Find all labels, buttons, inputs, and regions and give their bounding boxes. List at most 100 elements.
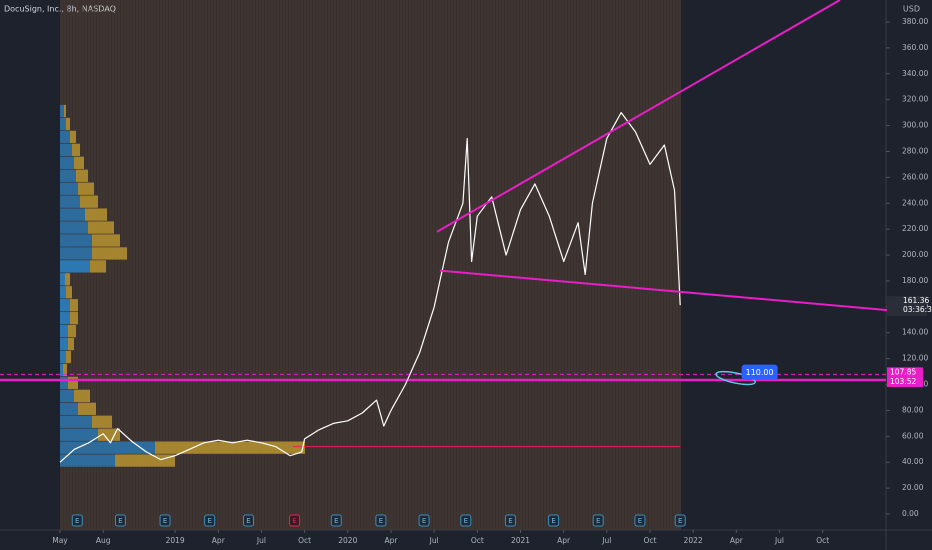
earnings-label: E <box>163 517 167 525</box>
earnings-marker <box>114 514 126 527</box>
level-label: 103.52 <box>890 377 916 386</box>
price-line <box>59 112 681 463</box>
trend-line <box>436 0 841 233</box>
trend-line <box>439 269 895 312</box>
x-tick-label: 2019 <box>166 536 185 545</box>
level-label: 107.85 <box>890 367 916 376</box>
y-tick-label: 260.00 <box>902 172 928 181</box>
volume-sell <box>70 299 78 312</box>
volume-buy <box>60 312 70 325</box>
volume-buy <box>60 350 66 364</box>
volume-buy <box>60 402 78 415</box>
y-tick-label: 140.00 <box>902 328 928 337</box>
volume-sell <box>64 104 66 118</box>
volume-sell <box>68 337 74 351</box>
volume-sell <box>72 143 80 157</box>
volume-sell <box>70 312 78 325</box>
earnings-marker <box>204 514 216 527</box>
volume-sell <box>115 454 175 467</box>
level-badge <box>887 376 923 387</box>
volume-buy <box>60 260 90 273</box>
y-tick-label: 120.00 <box>902 354 928 363</box>
y-tick-label: 200.00 <box>902 250 928 259</box>
x-tick-label: 2020 <box>338 536 357 545</box>
x-tick-label: Jul <box>256 536 266 545</box>
earnings-label: E <box>292 517 296 525</box>
volume-buy <box>60 130 70 144</box>
volume-buy <box>60 299 70 312</box>
earnings-label: E <box>75 517 79 525</box>
last-price-badge <box>887 296 927 317</box>
volume-buy <box>60 286 66 299</box>
callout-ellipse <box>715 370 756 386</box>
volume-buy <box>60 247 92 260</box>
y-tick-label: 40.00 <box>902 457 924 466</box>
earnings-label: E <box>508 517 512 525</box>
volume-sell <box>88 221 114 234</box>
earnings-label: E <box>551 517 555 525</box>
y-tick-label: 220.00 <box>902 224 928 233</box>
volume-buy <box>60 428 98 441</box>
volume-sell <box>98 428 120 441</box>
volume-sell <box>66 350 71 364</box>
x-tick-label: Aug <box>96 536 111 545</box>
volume-sell <box>68 324 76 338</box>
callout-label: 110.00 <box>746 368 774 377</box>
earnings-label: E <box>464 517 468 525</box>
volume-sell <box>66 286 72 299</box>
y-tick-label: 240.00 <box>902 198 928 207</box>
y-tick-label: 380.00 <box>902 17 928 26</box>
y-tick-label: 80.00 <box>902 405 924 414</box>
x-tick-label: Oct <box>471 536 484 545</box>
volume-sell <box>63 363 67 377</box>
volume-buy <box>60 117 66 131</box>
x-tick-label: Apr <box>557 536 571 545</box>
earnings-marker <box>674 514 686 527</box>
chart-title: DocuSign, Inc., 8h, NASDAQ <box>4 5 116 14</box>
volume-sell <box>78 402 96 415</box>
volume-sell <box>76 169 88 182</box>
volume-buy <box>60 182 78 195</box>
x-tick-label: Jul <box>774 536 784 545</box>
y-tick-label: 60.00 <box>902 431 924 440</box>
volume-buy <box>60 104 64 118</box>
currency: USD <box>903 5 920 14</box>
volume-buy <box>60 234 92 247</box>
earnings-label: E <box>422 517 426 525</box>
volume-buy <box>60 169 76 182</box>
volume-sell <box>74 156 84 169</box>
x-tick-label: Oct <box>816 536 829 545</box>
volume-buy <box>60 337 68 351</box>
volume-buy <box>60 376 68 390</box>
volume-buy <box>60 324 68 338</box>
earnings-marker <box>330 514 342 527</box>
x-tick-label: Jul <box>601 536 611 545</box>
earnings-label: E <box>379 517 383 525</box>
volume-sell <box>68 376 78 390</box>
earnings-marker <box>375 514 387 527</box>
earnings-marker <box>71 514 83 527</box>
volume-sell <box>85 208 107 221</box>
volume-sell <box>70 130 76 144</box>
earnings-label: E <box>246 517 250 525</box>
volume-sell <box>92 234 120 247</box>
volume-buy <box>60 415 92 428</box>
volume-buy <box>60 221 88 234</box>
earnings-marker <box>159 514 171 527</box>
callout-box <box>741 364 778 380</box>
x-tick-label: Apr <box>384 536 398 545</box>
x-tick-label: Apr <box>730 536 744 545</box>
earnings-marker <box>548 514 560 527</box>
x-tick-label: 2022 <box>684 536 703 545</box>
earnings-label: E <box>638 517 642 525</box>
y-tick-label: 20.00 <box>902 483 924 492</box>
y-tick-label: 0.00 <box>902 509 919 518</box>
x-tick-label: Jul <box>429 536 439 545</box>
volume-sell <box>80 195 98 208</box>
level-badge <box>887 367 923 378</box>
earnings-marker <box>243 514 255 527</box>
earnings-label: E <box>596 517 600 525</box>
earnings-label: E <box>678 517 682 525</box>
x-tick-label: Apr <box>212 536 226 545</box>
volume-sell <box>78 182 94 195</box>
